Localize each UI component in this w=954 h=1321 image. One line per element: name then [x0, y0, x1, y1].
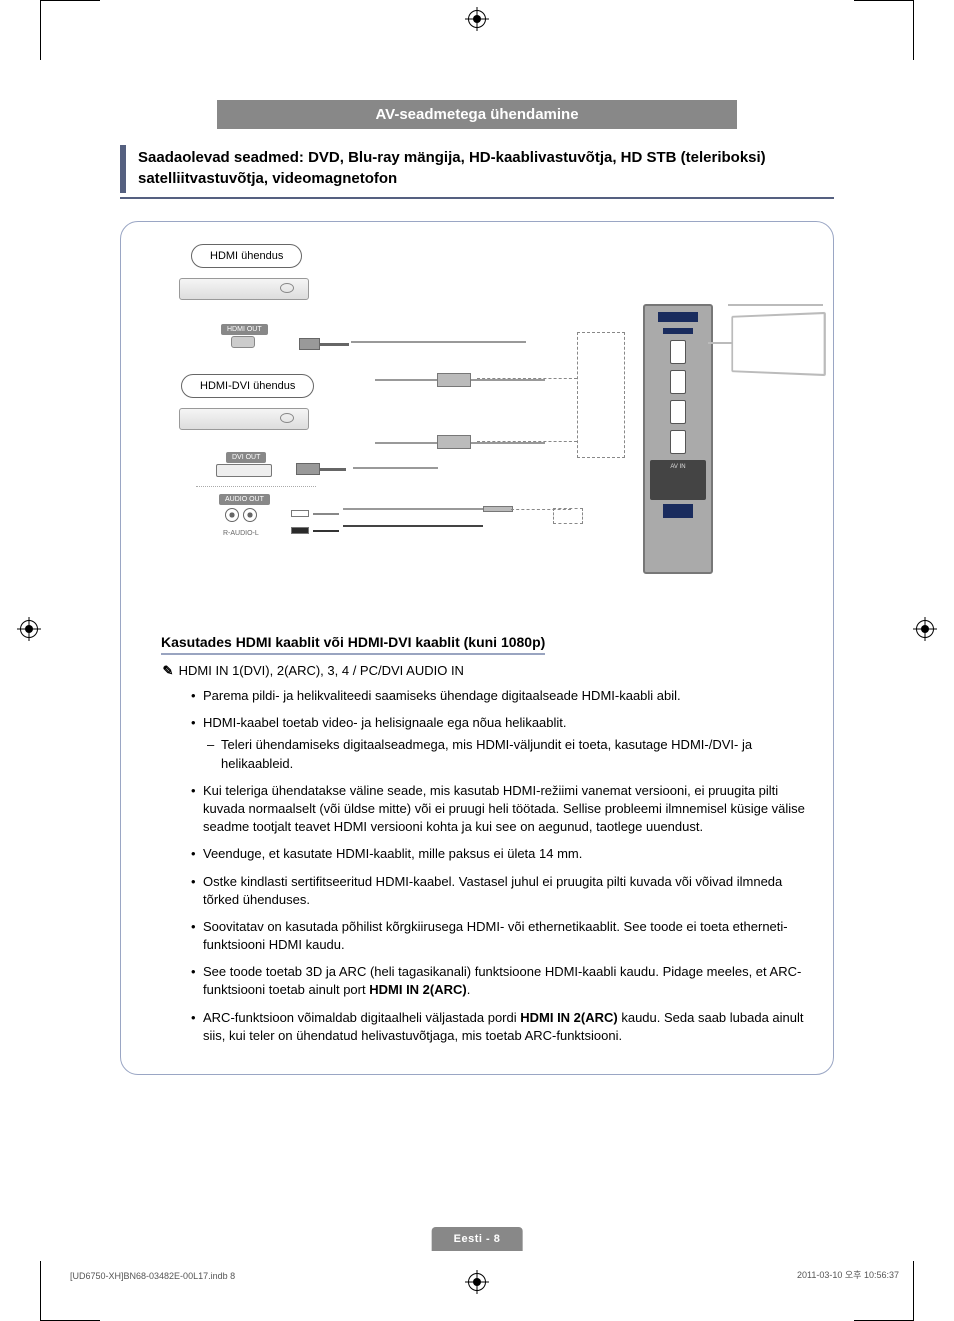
bullet-list: Parema pildi- ja helikvaliteedi saamisek… [161, 687, 813, 1045]
list-item: Kui teleriga ühendatakse väline seade, m… [191, 782, 813, 837]
diagram-container: HDMI ühendus HDMI OUT HDMI-DVI ühendus D… [120, 221, 834, 1075]
registration-mark [468, 10, 486, 28]
list-item: Soovitatav on kasutada põhilist kõrgkiir… [191, 918, 813, 954]
registration-mark [468, 1273, 486, 1291]
hdmi-out-port-icon [231, 336, 255, 348]
panel-av-block: AV IN [650, 460, 706, 500]
dvi-port-icon [216, 464, 272, 477]
audio-cable-line-red [343, 525, 483, 527]
hdmi-port-4 [670, 430, 686, 454]
section-header: AV-seadmetega ühendamine [217, 100, 737, 129]
audio-jack-end [483, 506, 513, 512]
dashed-guide [477, 441, 577, 442]
list-bold: HDMI IN 2(ARC) [369, 982, 467, 997]
r-audio-l-label: R-AUDIO-L [223, 530, 259, 537]
list-item: Parema pildi- ja helikvaliteedi saamisek… [191, 687, 813, 705]
list-item: See toode toetab 3D ja ARC (heli tagasik… [191, 963, 813, 999]
sub-list-item: Teleri ühendamiseks digitaalseadmega, mi… [207, 736, 813, 772]
hdmi-device-icon [179, 278, 309, 300]
hdmi-ports-highlight [577, 332, 625, 458]
crop-mark [40, 0, 100, 60]
hdmi-out-label: HDMI OUT [221, 324, 268, 335]
panel-pc-audio-port [663, 504, 693, 518]
note-label: HDMI IN 1(DVI), 2(ARC), 3, 4 / PC/DVI AU… [179, 663, 464, 678]
list-item: Ostke kindlasti sertifitseeritud HDMI-ka… [191, 873, 813, 909]
registration-mark [20, 620, 38, 638]
content-section: Kasutades HDMI kaablit või HDMI-DVI kaab… [161, 624, 813, 1045]
list-item: Veenduge, et kasutate HDMI-kaablit, mill… [191, 845, 813, 863]
panel-label-block [663, 328, 693, 334]
usage-title: Kasutades HDMI kaablit või HDMI-DVI kaab… [161, 634, 545, 655]
list-text: See toode toetab 3D ja ARC (heli tagasik… [203, 964, 801, 997]
audio-port-highlight [553, 508, 583, 524]
hdmi-cable-line [351, 341, 526, 343]
dotted-divider [196, 486, 316, 487]
list-item: ARC-funktsioon võimaldab digitaalheli vä… [191, 1009, 813, 1045]
dvi-device-icon [179, 408, 309, 430]
list-text: . [467, 982, 471, 997]
hdmi-dvi-label: HDMI-DVI ühendus [181, 374, 314, 398]
list-text: HDMI-kaabel toetab video- ja helisignaal… [203, 715, 567, 730]
list-item: HDMI-kaabel toetab video- ja helisignaal… [191, 714, 813, 773]
footer-date: 2011-03-10 오후 10:56:37 [797, 1268, 899, 1281]
tv-connection-line [708, 342, 733, 344]
connection-diagram: HDMI ühendus HDMI OUT HDMI-DVI ühendus D… [161, 244, 813, 604]
dvi-cable-line [353, 467, 438, 469]
audio-plug-red [291, 522, 341, 530]
tv-frame-icon [731, 312, 825, 376]
dvi-out-label: DVI OUT [226, 452, 266, 463]
av-in-label: AV IN [650, 460, 706, 472]
audio-cable-line-white [343, 508, 483, 510]
crop-mark [40, 1261, 100, 1321]
dvi-cable-plug [296, 462, 346, 476]
hdmi-cable-plug [299, 337, 349, 351]
registration-mark [916, 620, 934, 638]
hdmi-port-1 [670, 340, 686, 364]
panel-top-label [658, 312, 698, 322]
note-icon: ✎ [161, 663, 175, 679]
hdmi-port-3 [670, 400, 686, 424]
hdmi-port-2 [670, 370, 686, 394]
dashed-guide [477, 378, 577, 379]
hdmi-plug-panel-end [437, 373, 471, 387]
hdmi-label: HDMI ühendus [191, 244, 302, 268]
footer-language: Eesti - 8 [432, 1227, 523, 1251]
hdmi-dvi-plug-panel-end [437, 435, 471, 449]
tv-frame-top [728, 304, 823, 306]
note-line: ✎ HDMI IN 1(DVI), 2(ARC), 3, 4 / PC/DVI … [161, 663, 813, 679]
audio-plug-white [291, 505, 341, 513]
audio-out-ports-icon [223, 508, 259, 525]
subheader: Saadaolevad seadmed: DVD, Blu-ray mängij… [120, 143, 834, 199]
page-content: AV-seadmetega ühendamine Saadaolevad sea… [120, 100, 834, 1090]
list-text: ARC-funktsioon võimaldab digitaalheli vä… [203, 1010, 520, 1025]
audio-out-label: AUDIO OUT [219, 494, 270, 505]
list-bold: HDMI IN 2(ARC) [520, 1010, 618, 1025]
crop-mark [854, 0, 914, 60]
footer-filename: [UD6750-XH]BN68-03482E-00L17.indb 8 [70, 1271, 235, 1281]
tv-rear-panel: AV IN [643, 304, 713, 574]
